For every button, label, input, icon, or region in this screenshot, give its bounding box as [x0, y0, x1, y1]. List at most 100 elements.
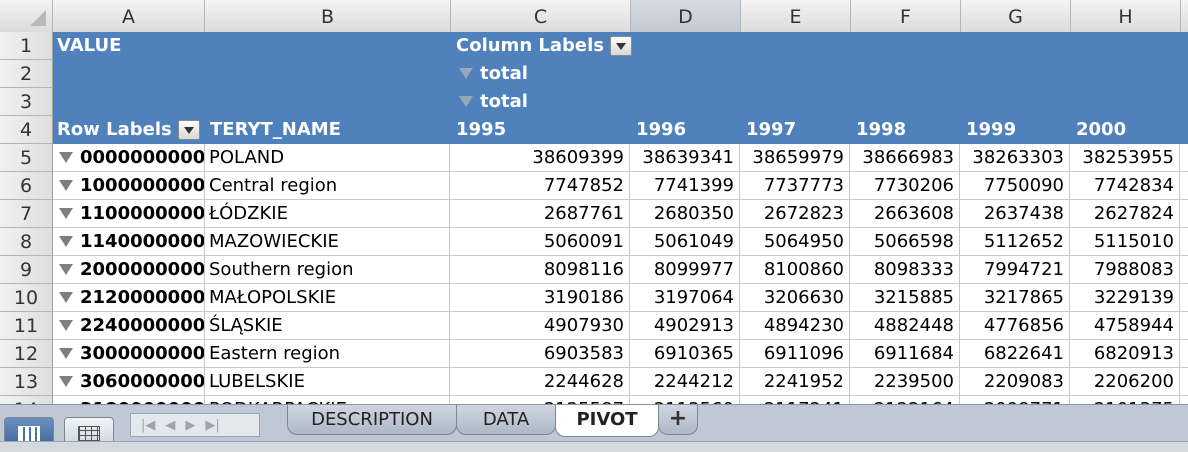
row-header[interactable]: 1: [0, 32, 53, 60]
value-cell[interactable]: 38263303: [960, 144, 1070, 172]
value-cell[interactable]: 7750090: [960, 172, 1070, 200]
collapse-icon[interactable]: [59, 375, 73, 387]
value-cell[interactable]: 2672823: [740, 200, 850, 228]
column-header-f[interactable]: F: [851, 0, 961, 32]
column-header-e[interactable]: E: [741, 0, 851, 32]
column-header-h[interactable]: H: [1071, 0, 1181, 32]
value-cell[interactable]: 6911096: [740, 340, 850, 368]
value-cell[interactable]: 2687761: [450, 200, 630, 228]
value-cell[interactable]: 5115010: [1070, 228, 1180, 256]
collapse-icon[interactable]: [459, 95, 473, 107]
value-cell[interactable]: 3229139: [1070, 284, 1180, 312]
first-sheet-icon[interactable]: |◀: [141, 418, 156, 433]
region-name-cell[interactable]: MAŁOPOLSKIE: [205, 284, 450, 312]
row-code-cell[interactable]: 2000000000: [53, 256, 205, 284]
year-header[interactable]: 2000: [1076, 119, 1127, 140]
value-cell[interactable]: 38639341: [630, 144, 740, 172]
value-cell[interactable]: 3206630: [740, 284, 850, 312]
value-cell[interactable]: 2113560: [630, 396, 740, 404]
value-cell[interactable]: 4902913: [630, 312, 740, 340]
value-cell[interactable]: 7741399: [630, 172, 740, 200]
collapse-icon[interactable]: [59, 319, 73, 331]
value-cell[interactable]: 2117241: [740, 396, 850, 404]
value-cell[interactable]: 5066598: [850, 228, 960, 256]
row-header[interactable]: 5: [0, 144, 53, 172]
value-cell[interactable]: 2125587: [450, 396, 630, 404]
column-labels-filter-button[interactable]: [610, 36, 632, 56]
value-cell[interactable]: 2098771: [960, 396, 1070, 404]
value-cell[interactable]: 2637438: [960, 200, 1070, 228]
collapse-icon[interactable]: [59, 263, 73, 275]
last-sheet-icon[interactable]: ▶|: [205, 418, 220, 433]
year-header[interactable]: 1995: [456, 119, 507, 140]
value-cell[interactable]: 2663608: [850, 200, 960, 228]
year-header[interactable]: 1996: [636, 119, 687, 140]
value-cell[interactable]: 7994721: [960, 256, 1070, 284]
value-cell[interactable]: 2241952: [740, 368, 850, 396]
value-cell[interactable]: 8100860: [740, 256, 850, 284]
select-all-corner[interactable]: [0, 0, 53, 32]
row-code-cell[interactable]: 1000000000: [53, 172, 205, 200]
tab-description[interactable]: DESCRIPTION: [287, 405, 457, 435]
value-cell[interactable]: 3190186: [450, 284, 630, 312]
value-cell[interactable]: 2239500: [850, 368, 960, 396]
column-header-a[interactable]: A: [53, 0, 205, 32]
year-header[interactable]: 1999: [966, 119, 1017, 140]
value-cell[interactable]: 7988083: [1070, 256, 1180, 284]
value-cell[interactable]: 6911684: [850, 340, 960, 368]
collapse-icon[interactable]: [459, 67, 473, 79]
tab-pivot[interactable]: PIVOT: [555, 405, 659, 437]
value-cell[interactable]: 2209083: [960, 368, 1070, 396]
region-name-cell[interactable]: POLAND: [205, 144, 450, 172]
value-cell[interactable]: 8098116: [450, 256, 630, 284]
value-cell[interactable]: 38253955: [1070, 144, 1180, 172]
total-field-1[interactable]: total: [459, 60, 659, 88]
row-header[interactable]: 3: [0, 88, 53, 116]
year-header[interactable]: 1997: [746, 119, 797, 140]
collapse-icon[interactable]: [59, 179, 73, 191]
row-labels-cell[interactable]: Row Labels: [57, 116, 209, 144]
region-name-cell[interactable]: Eastern region: [205, 340, 450, 368]
value-cell[interactable]: 2122164: [850, 396, 960, 404]
row-labels-filter-button[interactable]: [177, 120, 200, 140]
column-header-d[interactable]: D: [631, 0, 741, 32]
row-header[interactable]: 10: [0, 284, 53, 312]
row-code-cell[interactable]: 1140000000: [53, 228, 205, 256]
add-sheet-button[interactable]: +: [658, 405, 698, 435]
row-code-cell[interactable]: 3060000000: [53, 368, 205, 396]
value-cell[interactable]: 2627824: [1070, 200, 1180, 228]
value-cell[interactable]: 38666983: [850, 144, 960, 172]
row-header[interactable]: 12: [0, 340, 53, 368]
value-cell[interactable]: 4894230: [740, 312, 850, 340]
row-header[interactable]: 14: [0, 396, 53, 404]
column-labels-cell[interactable]: Column Labels: [456, 32, 656, 60]
value-cell[interactable]: 2244628: [450, 368, 630, 396]
value-cell[interactable]: 8098333: [850, 256, 960, 284]
value-cell[interactable]: 4907930: [450, 312, 630, 340]
region-name-cell[interactable]: PODKARPACKIE: [205, 396, 450, 404]
value-cell[interactable]: 7742834: [1070, 172, 1180, 200]
collapse-icon[interactable]: [59, 235, 73, 247]
value-cell[interactable]: 7730206: [850, 172, 960, 200]
value-cell[interactable]: 4776856: [960, 312, 1070, 340]
row-code-cell[interactable]: 2120000000: [53, 284, 205, 312]
value-cell[interactable]: 5061049: [630, 228, 740, 256]
value-cell[interactable]: 3215885: [850, 284, 960, 312]
value-cell[interactable]: 6903583: [450, 340, 630, 368]
region-name-cell[interactable]: ŚLĄSKIE: [205, 312, 450, 340]
value-cell[interactable]: 6820913: [1070, 340, 1180, 368]
row-header[interactable]: 8: [0, 228, 53, 256]
region-name-cell[interactable]: Central region: [205, 172, 450, 200]
next-sheet-icon[interactable]: ▶: [185, 418, 196, 433]
sheet-navigation[interactable]: |◀ ◀ ▶ ▶|: [130, 413, 260, 437]
row-header[interactable]: 7: [0, 200, 53, 228]
tab-data[interactable]: DATA: [456, 405, 556, 435]
teryt-name-header[interactable]: TERYT_NAME: [210, 119, 341, 140]
region-name-cell[interactable]: Southern region: [205, 256, 450, 284]
row-code-cell[interactable]: 2240000000: [53, 312, 205, 340]
value-cell[interactable]: 2244212: [630, 368, 740, 396]
value-cell[interactable]: 2680350: [630, 200, 740, 228]
row-header[interactable]: 4: [0, 116, 53, 144]
row-code-cell[interactable]: 3180000000: [53, 396, 205, 404]
row-code-cell[interactable]: 0000000000: [53, 144, 205, 172]
